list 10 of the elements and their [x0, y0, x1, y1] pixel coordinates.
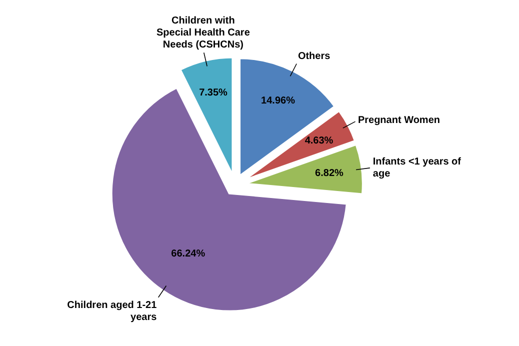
slice-label: Others	[298, 51, 331, 62]
slice-label: Pregnant Women	[358, 115, 440, 126]
data-label: 66.24%	[171, 248, 206, 260]
data-label: 6.82%	[315, 168, 344, 180]
data-label: 7.35%	[199, 88, 228, 99]
data-label: 4.63%	[304, 136, 334, 147]
slice-label: Infants <1 years of age	[372, 156, 462, 180]
data-label: 14.96%	[261, 95, 296, 106]
slice-label: Children with Special Health Care Needs (CSHCNs)	[156, 16, 250, 51]
slice-label: Children aged 1-21 years	[67, 300, 158, 323]
